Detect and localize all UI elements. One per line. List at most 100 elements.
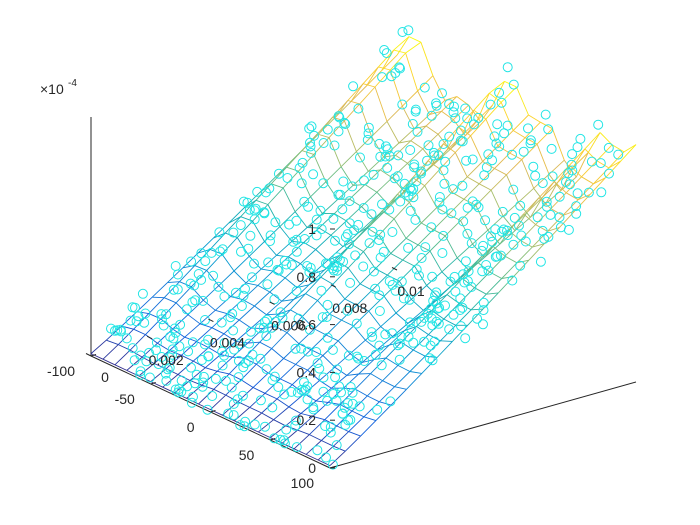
data-point <box>322 299 333 310</box>
mesh-line-x <box>349 339 366 355</box>
data-point <box>515 200 526 211</box>
data-point <box>358 203 369 213</box>
data-point <box>492 251 503 262</box>
data-point <box>380 151 391 162</box>
mesh-line-x <box>557 167 574 183</box>
mesh-line-y <box>395 154 408 164</box>
x-tick-label: 0.004 <box>210 335 245 351</box>
mesh-line-x <box>102 344 119 360</box>
mesh-line-x <box>169 336 185 351</box>
data-point <box>262 279 273 290</box>
data-point <box>264 183 275 194</box>
data-point <box>494 141 505 152</box>
mesh-line-x <box>356 289 373 306</box>
mesh-line-x <box>417 229 434 246</box>
data-point <box>347 398 358 409</box>
data-point <box>244 338 255 349</box>
mesh-line-x <box>509 137 526 154</box>
data-point <box>409 162 420 173</box>
data-point <box>394 338 405 349</box>
x-tick-mark <box>391 267 398 271</box>
mesh-line-y <box>611 144 625 153</box>
x-tick-mark <box>208 318 214 323</box>
mesh-line-x <box>318 213 335 229</box>
data-point <box>269 433 280 444</box>
mesh-line-x <box>589 177 606 195</box>
mesh-line-x <box>376 177 393 193</box>
data-point <box>429 150 440 161</box>
data-point <box>299 234 310 244</box>
data-point <box>405 145 416 155</box>
mesh-line-y <box>335 100 349 118</box>
mesh-line-y <box>366 66 379 87</box>
mesh-line-y <box>533 188 546 205</box>
data-point <box>366 327 377 338</box>
data-point <box>333 189 344 200</box>
data-point <box>613 149 624 160</box>
data-point <box>409 159 420 170</box>
data-point <box>396 276 407 287</box>
data-point <box>308 169 319 180</box>
data-point <box>489 131 500 142</box>
mesh-line-x <box>271 332 288 349</box>
data-point <box>308 402 319 413</box>
mesh-line-x <box>429 235 446 252</box>
mesh-line-x <box>260 254 277 270</box>
data-point <box>431 316 442 327</box>
mesh-line-y <box>245 282 258 286</box>
mesh-line-x <box>514 216 531 232</box>
data-point <box>382 162 393 173</box>
mesh-line-y <box>565 192 579 201</box>
data-point <box>382 144 393 155</box>
data-point <box>420 242 431 253</box>
mesh-line-y <box>305 453 319 461</box>
data-point <box>129 355 140 366</box>
data-point <box>423 140 434 151</box>
mesh-line-y <box>274 325 288 333</box>
data-point <box>353 353 364 364</box>
data-point <box>219 337 230 348</box>
mesh-line-y <box>401 341 414 351</box>
mesh-line-x <box>393 201 410 220</box>
data-point <box>312 358 323 369</box>
data-point <box>352 351 362 362</box>
mesh-line-x <box>344 435 361 452</box>
mesh-line-y <box>150 381 163 388</box>
mesh-line-y <box>395 312 409 324</box>
mesh-line-y <box>356 304 369 312</box>
data-point <box>160 368 171 379</box>
mesh-line-y <box>417 90 430 115</box>
mesh-line-y <box>358 225 371 234</box>
data-point <box>412 126 423 137</box>
y-tick-mark <box>150 382 156 385</box>
mesh-line-x <box>359 86 376 105</box>
data-point <box>429 336 440 347</box>
data-point <box>460 256 471 267</box>
data-point <box>541 201 552 212</box>
z-exponent-power: -4 <box>68 78 77 89</box>
data-point <box>207 391 218 401</box>
y-tick-label: 100 <box>291 475 315 491</box>
mesh-line-x <box>484 243 501 258</box>
data-point <box>316 285 327 296</box>
data-point <box>347 181 358 192</box>
mesh-line-y <box>425 355 438 358</box>
mesh-line-x <box>252 372 269 388</box>
data-point <box>444 99 455 110</box>
data-point <box>502 62 513 73</box>
data-point <box>125 315 136 326</box>
mesh-line-y <box>263 325 276 330</box>
data-point <box>351 318 362 329</box>
mesh-line-y <box>310 349 324 356</box>
mesh-line-y <box>359 283 373 291</box>
mesh-line-x <box>264 226 281 242</box>
mesh-line-y <box>385 357 399 366</box>
mesh-line-y <box>370 373 383 382</box>
data-point <box>377 199 387 210</box>
mesh-line-x <box>394 371 411 388</box>
mesh-line-x <box>424 340 441 357</box>
mesh-line-x <box>368 295 385 312</box>
mesh-line-y <box>157 342 170 351</box>
mesh-line-y <box>220 354 233 358</box>
data-point <box>525 138 536 149</box>
